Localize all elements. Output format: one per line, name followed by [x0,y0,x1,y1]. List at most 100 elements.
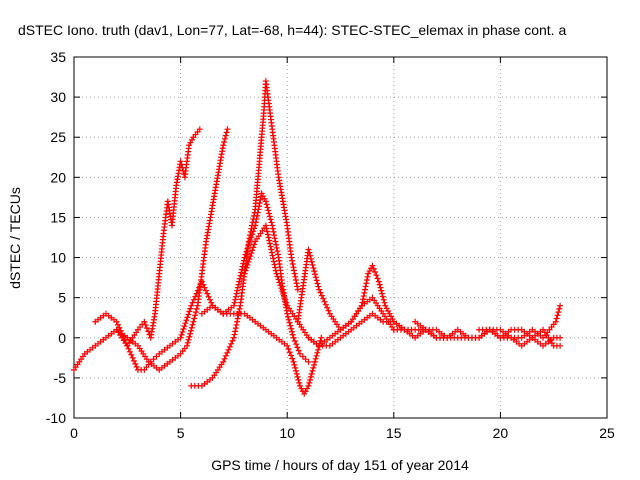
data-point [246,256,253,263]
y-tick-label: 20 [50,169,66,185]
data-point [234,287,241,294]
data-point [295,347,302,354]
data-series [71,126,203,373]
data-point [273,244,280,251]
data-point [238,266,245,273]
data-point [262,222,269,229]
data-point [177,334,184,341]
data-point [234,284,241,291]
data-point [285,316,292,323]
data-point [275,251,282,258]
data-point [230,334,237,341]
data-point [318,334,325,341]
data-point [375,278,382,285]
data-point [378,287,385,294]
data-point [314,349,321,356]
data-point [310,265,317,272]
data-point [307,255,314,262]
data-point [269,225,276,232]
data-point [279,288,286,295]
data-point [270,228,277,235]
data-point [293,370,300,377]
data-point [191,315,198,322]
data-point [294,283,301,290]
data-series [220,190,312,365]
data-point [190,296,197,303]
data-point [255,206,262,213]
data-point [180,326,187,333]
data-point [242,267,249,274]
data-point [376,281,383,288]
data-point [557,302,564,309]
data-point [306,379,313,386]
data-point [360,293,367,300]
data-point [236,278,243,285]
data-point [236,305,243,312]
data-point [200,281,207,288]
data-point [315,346,322,353]
data-point [141,318,148,325]
data-point [266,240,273,247]
data-point [305,382,312,389]
data-point [226,343,233,350]
y-tick-label: 30 [50,89,66,105]
data-point [374,275,381,282]
data-point [295,376,302,383]
data-point [240,257,247,264]
data-point [142,321,149,328]
data-point [322,301,329,308]
data-point [362,283,369,290]
data-point [556,305,563,312]
data-point [380,296,387,303]
data-point [122,339,129,346]
data-point [147,358,154,365]
data-point [263,225,270,232]
data-point [308,370,315,377]
data-point [284,342,291,349]
data-point [241,254,248,261]
y-tick-label: 5 [58,290,66,306]
data-point [369,262,376,269]
data-point [133,363,140,370]
data-point [245,258,252,265]
data-point [271,232,278,239]
data-point [220,142,227,149]
data-point [113,318,120,325]
data-point [273,241,280,248]
data-point [316,286,323,293]
data-point [554,312,561,319]
data-point [254,209,261,216]
data-point [236,275,243,282]
data-point [223,129,230,136]
data-point [311,358,318,365]
data-point [249,231,256,238]
data-point [120,333,127,340]
data-point [296,350,303,357]
data-point [221,135,228,142]
data-point [308,258,315,265]
data-point [114,321,121,328]
y-tick-label: -10 [46,410,66,426]
data-point [193,305,200,312]
data-point [288,325,295,332]
x-tick-label: 20 [493,425,509,441]
data-point [272,267,279,274]
data-point [268,246,275,253]
y-tick-label: 10 [50,250,66,266]
data-point [206,296,213,303]
data-point [256,200,263,207]
data-point [267,216,274,223]
data-point [239,263,246,270]
data-point [270,258,277,265]
data-series [92,278,227,373]
data-point [198,278,205,285]
data-point [285,313,291,320]
data-point [262,198,269,205]
y-tick-label: -5 [54,370,67,386]
data-point [313,352,320,359]
x-tick-label: 5 [177,425,185,441]
data-point [242,251,249,258]
x-axis-title: GPS time / hours of day 151 of year 2014 [211,457,469,473]
data-point [250,244,257,251]
data-point [278,285,285,292]
